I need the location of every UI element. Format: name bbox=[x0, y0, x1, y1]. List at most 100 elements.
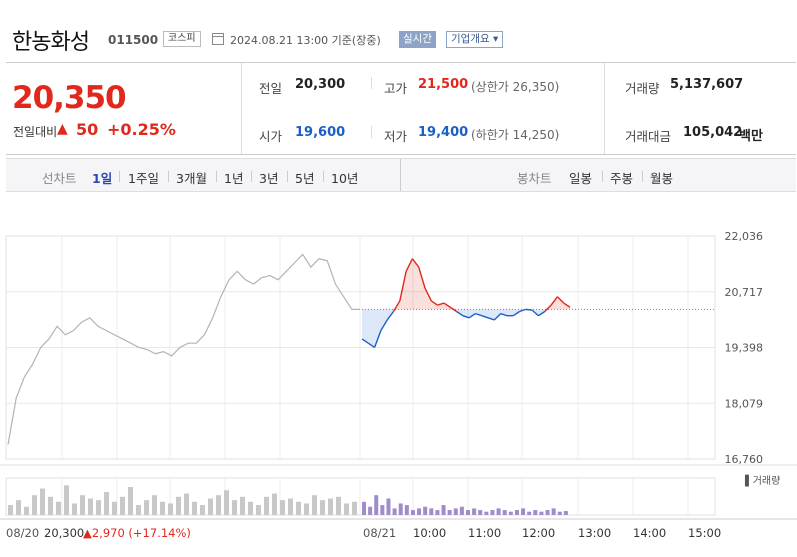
volume-bar bbox=[104, 491, 109, 515]
today-price-segment bbox=[405, 258, 414, 272]
volume-bar bbox=[288, 498, 293, 515]
y-tick-label: 22,036 bbox=[725, 230, 764, 243]
today-price-segment bbox=[392, 300, 401, 312]
period-5y[interactable]: 5년 bbox=[295, 171, 315, 186]
volume-bar bbox=[32, 495, 37, 515]
volume-bar bbox=[563, 511, 568, 515]
volume-bar bbox=[344, 503, 349, 515]
volume-bar bbox=[64, 485, 69, 515]
period-1d[interactable]: 1일 bbox=[92, 171, 113, 186]
low-label: 저가 bbox=[384, 129, 408, 144]
prev-close-value: 20,300 bbox=[295, 77, 346, 92]
volume-bar bbox=[453, 508, 458, 515]
volume-bar bbox=[352, 501, 357, 515]
volume-bar bbox=[128, 486, 133, 515]
period-3m[interactable]: 3개월 bbox=[176, 171, 207, 186]
volume-bar bbox=[447, 510, 452, 515]
stock-code: 011500 bbox=[108, 33, 159, 47]
volume-bar bbox=[484, 511, 489, 515]
up-arrow-icon: ▲ bbox=[57, 121, 68, 137]
intraday-chart[interactable]: 22,036 20,717 19,398 18,079 16,760 ▌거래량 08/21 1… bbox=[0, 195, 797, 557]
today-price-segment bbox=[512, 310, 520, 317]
volume-bar bbox=[112, 501, 117, 515]
volume-bar bbox=[466, 510, 470, 515]
volume-bar bbox=[80, 495, 85, 515]
volume-bar bbox=[514, 510, 519, 515]
volume-bar bbox=[248, 501, 253, 515]
x-tick-label: 08/21 bbox=[363, 526, 396, 540]
volume-bar bbox=[160, 501, 165, 515]
today-price-segment bbox=[481, 315, 489, 319]
y-tick-label: 20,717 bbox=[725, 286, 764, 299]
volume-bar bbox=[502, 510, 507, 515]
volume-bar bbox=[328, 498, 333, 515]
change-value: 50 bbox=[76, 120, 99, 139]
volume-label: 거래량 bbox=[625, 81, 660, 96]
volume-bar bbox=[459, 506, 464, 515]
volume-bar bbox=[136, 505, 141, 515]
low-value: 19,400 bbox=[418, 125, 469, 140]
x-tick-label: 15:00 bbox=[688, 526, 721, 540]
volume-bar bbox=[368, 506, 373, 515]
today-price-segment bbox=[386, 311, 395, 321]
today-price-segment bbox=[550, 296, 558, 306]
x-tick-label: 12:00 bbox=[522, 526, 555, 540]
lower-limit: (하한가 14,250) bbox=[471, 128, 560, 142]
period-3y[interactable]: 3년 bbox=[259, 171, 279, 186]
down-area bbox=[362, 309, 570, 348]
trade-value-unit: 백만 bbox=[739, 129, 763, 144]
open-value: 19,600 bbox=[295, 125, 346, 140]
y-tick-label: 16,760 bbox=[725, 453, 764, 466]
today-price-segment bbox=[556, 296, 565, 304]
volume-bar bbox=[88, 498, 93, 515]
volume-bar bbox=[398, 503, 403, 515]
volume-bar bbox=[8, 505, 13, 515]
quote-summary: 20,350 전일대비 ▲ 50 +0.25% 전일 20,300 고가 21,… bbox=[6, 62, 796, 155]
today-price-segment bbox=[380, 319, 388, 331]
volume-bar bbox=[410, 510, 415, 515]
volume-bar bbox=[557, 511, 562, 515]
volume-bar bbox=[208, 498, 213, 515]
today-price-segment bbox=[525, 308, 533, 311]
upper-limit: (상한가 26,350) bbox=[471, 80, 560, 94]
volume-bar bbox=[280, 500, 285, 515]
volume-bar bbox=[312, 495, 317, 515]
today-price-segment bbox=[500, 312, 508, 317]
prev-day-date: 08/20 bbox=[6, 526, 39, 540]
candle-daily[interactable]: 일봉 bbox=[569, 171, 593, 186]
volume-value: 5,137,607 bbox=[670, 77, 744, 92]
volume-bar bbox=[16, 500, 21, 515]
candle-monthly[interactable]: 월봉 bbox=[650, 171, 674, 186]
volume-bar bbox=[24, 506, 29, 515]
volume-bar bbox=[200, 505, 205, 515]
x-tick-label: 10:00 bbox=[413, 526, 446, 540]
today-price-segment bbox=[443, 302, 451, 308]
up-area bbox=[362, 258, 570, 310]
volume-bar bbox=[232, 500, 237, 515]
today-price-segment bbox=[430, 300, 439, 306]
open-label: 시가 bbox=[259, 129, 283, 144]
volume-bar bbox=[496, 508, 501, 515]
volume-bar bbox=[374, 495, 379, 515]
today-price-segment bbox=[487, 317, 495, 321]
period-10y[interactable]: 10년 bbox=[331, 171, 359, 186]
line-chart-label: 선차트 bbox=[42, 171, 77, 186]
company-overview-dropdown[interactable]: 기업개요 ▾ bbox=[446, 31, 504, 48]
current-price: 20,350 bbox=[12, 80, 127, 116]
today-price-segment bbox=[538, 310, 546, 317]
today-price-segment bbox=[373, 330, 382, 348]
high-value: 21,500 bbox=[418, 77, 469, 92]
volume-bar bbox=[152, 495, 157, 515]
candle-weekly[interactable]: 주봉 bbox=[610, 171, 634, 186]
volume-legend: ▌거래량 bbox=[744, 474, 780, 487]
volume-bar bbox=[296, 501, 301, 515]
volume-bar bbox=[417, 508, 422, 515]
volume-bar bbox=[48, 496, 53, 515]
volume-bar bbox=[224, 490, 229, 515]
prev-close-label: 전일 bbox=[259, 81, 283, 96]
period-1y[interactable]: 1년 bbox=[224, 171, 244, 186]
volume-bar bbox=[508, 511, 513, 515]
period-1w[interactable]: 1주일 bbox=[128, 171, 159, 186]
realtime-button[interactable]: 실시간 bbox=[399, 31, 436, 48]
volume-bar bbox=[423, 506, 428, 515]
